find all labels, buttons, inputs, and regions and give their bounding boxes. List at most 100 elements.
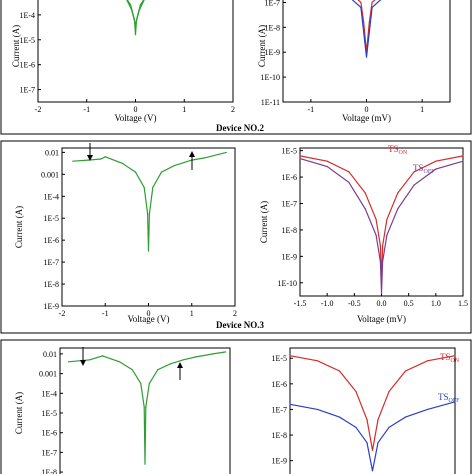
data-point <box>225 351 227 353</box>
x-tick-label: 1 <box>190 309 194 318</box>
y-tick-label: 1E-5 <box>281 147 297 156</box>
data-point <box>217 153 219 156</box>
row1-frame <box>0 0 472 135</box>
y-tick-label: 1E-9 <box>281 252 297 261</box>
y-axis-label: Current (A) <box>14 392 24 434</box>
series-line-2 <box>126 0 145 28</box>
data-point <box>121 162 124 164</box>
y-tick-label: 0.01 <box>45 148 59 157</box>
data-point <box>147 250 150 252</box>
data-point <box>212 353 214 355</box>
y-tick-label: 1E-8 <box>271 431 287 440</box>
data-point <box>182 359 184 361</box>
series-line-1 <box>68 351 226 465</box>
switch-arrow-left-3 <box>80 347 86 366</box>
data-point <box>454 401 456 403</box>
data-point <box>225 151 227 153</box>
y-tick-label: 1E-7 <box>281 200 297 209</box>
data-point <box>377 442 379 444</box>
y-tick-label: 1E-4 <box>19 11 35 20</box>
data-point <box>118 361 121 363</box>
data-point <box>169 363 172 365</box>
data-point <box>386 218 388 220</box>
x-axis-label: Voltage (mV) <box>357 314 406 324</box>
data-point <box>368 21 370 23</box>
x-axis-label: Voltage (V) <box>127 314 169 324</box>
y-tick-label: 1E-5 <box>43 214 59 223</box>
data-point <box>375 218 377 220</box>
x-tick-label: -0.5 <box>348 299 361 308</box>
data-point <box>377 419 379 421</box>
data-point <box>326 165 328 168</box>
y-tick-label: 1E-6 <box>43 236 59 245</box>
plot-frame <box>289 347 456 474</box>
data-point <box>365 56 368 58</box>
y-tick-label: 1E-8 <box>43 280 59 289</box>
y-tick-label: 1E-6 <box>271 380 287 389</box>
data-point <box>104 156 106 158</box>
y-tick-label: 1E-4 <box>43 192 59 201</box>
switch-arrow-left <box>87 143 93 161</box>
x-tick-label: 1.0 <box>431 299 441 308</box>
data-point <box>348 181 350 183</box>
y-tick-label: 0.001 <box>39 370 57 379</box>
data-point <box>134 34 137 36</box>
data-point <box>363 21 365 23</box>
y-tick-label: 1E-7 <box>41 448 57 457</box>
chart-row3-left: 0.01 0.001 1E-4 1E-5 1E-6 1E-7 1E-8 Current (A) <box>14 347 231 474</box>
data-point <box>89 359 91 361</box>
x-tick-label: -1 <box>307 105 314 114</box>
data-point <box>338 370 341 372</box>
data-point <box>316 360 319 362</box>
data-point <box>371 449 374 451</box>
legend-label: TSOFF <box>413 163 435 175</box>
series-line-1 <box>299 155 464 283</box>
data-point <box>289 355 291 357</box>
series-line-2 <box>289 401 456 472</box>
data-point <box>148 382 150 385</box>
x-tick-label: 0.5 <box>404 299 414 308</box>
data-point <box>364 208 366 210</box>
data-point <box>316 408 319 411</box>
data-point <box>379 261 382 263</box>
data-point <box>404 416 407 418</box>
data-point <box>413 171 415 173</box>
y-axis-label: Current (A) <box>14 206 24 248</box>
x-axis-label: Voltage (V) <box>114 113 156 123</box>
plot-frame <box>37 0 234 103</box>
data-point <box>364 192 366 194</box>
data-point <box>426 360 429 362</box>
data-point <box>147 213 149 215</box>
data-point <box>454 355 456 357</box>
y-tick-label: 1E-9 <box>271 457 287 466</box>
data-point <box>371 1 373 4</box>
data-point <box>381 261 384 263</box>
x-tick-label: 0.0 <box>377 299 387 308</box>
data-point <box>145 406 147 408</box>
data-point <box>160 171 163 173</box>
series-line-1 <box>126 0 145 35</box>
data-point <box>360 6 362 9</box>
y-tick-label: 1E-8 <box>41 468 57 474</box>
data-point <box>355 390 357 393</box>
data-point <box>101 355 104 357</box>
legend-label: TSON <box>440 352 460 364</box>
device-label-2: Device NO.2 <box>216 123 264 133</box>
y-tick-label: 1E-7 <box>264 0 280 7</box>
data-point <box>157 369 159 371</box>
y-axis-label: Current (A) <box>257 25 267 67</box>
y-tick-label: 1E-11 <box>261 98 280 107</box>
chart-row2-left: 0.01 0.001 1E-4 1E-5 1E-6 1E-7 1E-8 1E-9-2 -1 0 1 2… <box>14 147 237 324</box>
data-point <box>426 408 429 411</box>
x-tick-label: -1.5 <box>294 299 307 308</box>
switch-arrow-right <box>189 151 195 170</box>
data-point <box>386 234 388 236</box>
data-point <box>173 164 176 167</box>
data-point <box>289 403 291 405</box>
x-tick-label: 1 <box>420 105 424 114</box>
data-point <box>388 390 390 393</box>
data-point <box>360 1 362 4</box>
data-point <box>204 157 206 159</box>
data-point <box>371 6 373 9</box>
data-point <box>366 442 368 444</box>
